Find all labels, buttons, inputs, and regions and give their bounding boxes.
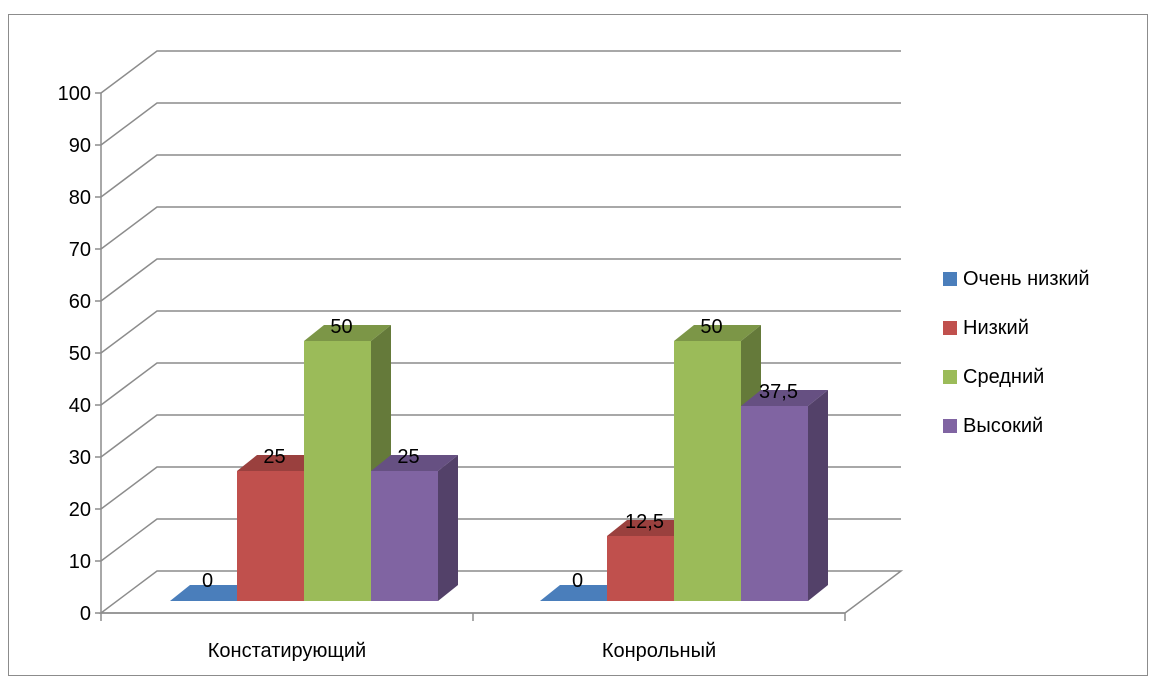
- legend-swatch: [943, 419, 957, 433]
- gridline: [100, 414, 901, 458]
- category-labels: Констатирующий Конрольный: [208, 640, 716, 662]
- legend-label: Очень низкий: [963, 268, 1090, 290]
- gridline: [100, 50, 901, 94]
- data-label: 25: [263, 446, 285, 468]
- bar: [540, 585, 627, 601]
- y-tick-label: 40: [69, 395, 91, 417]
- y-tick-label: 20: [69, 499, 91, 521]
- legend-item: Низкий: [943, 317, 1029, 339]
- gridline: [100, 206, 901, 250]
- bar-front: [741, 406, 808, 601]
- y-tick-label: 70: [69, 239, 91, 261]
- legend-item: Средний: [943, 366, 1044, 388]
- y-tick-label: 30: [69, 447, 91, 469]
- y-tick-label: 60: [69, 291, 91, 313]
- gridline: [100, 154, 901, 198]
- bar-front: [674, 341, 741, 601]
- bar-top: [741, 390, 828, 406]
- data-label: 0: [202, 570, 213, 592]
- legend-label: Низкий: [963, 317, 1029, 339]
- bar-front: [371, 471, 438, 601]
- category-label: Конрольный: [602, 640, 716, 662]
- gridline: [100, 362, 901, 406]
- data-labels: 0 25 50 25 0 12,5 50 37,5: [202, 316, 798, 592]
- bar-front: [304, 341, 371, 601]
- bar-side: [808, 390, 828, 601]
- legend-item: Очень низкий: [943, 268, 1090, 290]
- data-label: 0: [572, 570, 583, 592]
- legend-label: Средний: [963, 366, 1044, 388]
- y-tick-label: 10: [69, 551, 91, 573]
- y-axis-ticks: 0 10 20 30 40 50 60 70 80 90 100: [58, 83, 101, 625]
- gridline: [100, 518, 901, 562]
- gridline: [100, 310, 901, 354]
- bars: [170, 325, 828, 601]
- y-tick-label: 0: [80, 603, 91, 625]
- gridline: [100, 102, 901, 146]
- gridlines: [100, 50, 901, 562]
- y-tick-label: 100: [58, 83, 91, 105]
- legend-item: Высокий: [943, 415, 1043, 437]
- bar-side: [438, 455, 458, 601]
- data-label: 37,5: [759, 381, 798, 403]
- gridline: [100, 258, 901, 302]
- bar-top: [304, 325, 391, 341]
- bar: [371, 455, 458, 601]
- y-tick-label: 80: [69, 187, 91, 209]
- bar-front: [237, 471, 304, 601]
- data-label: 50: [700, 316, 722, 338]
- bar-top: [540, 585, 627, 601]
- data-label: 25: [397, 446, 419, 468]
- bar: [741, 390, 828, 601]
- bar-top: [237, 455, 324, 471]
- y-tick-label: 90: [69, 135, 91, 157]
- bar: [170, 585, 257, 601]
- data-label: 50: [330, 316, 352, 338]
- bar-front: [607, 536, 674, 601]
- legend-label: Высокий: [963, 415, 1043, 437]
- legend-swatch: [943, 321, 957, 335]
- gridline: [100, 466, 901, 510]
- category-label: Констатирующий: [208, 640, 366, 662]
- legend-swatch: [943, 370, 957, 384]
- bar-top: [170, 585, 257, 601]
- y-tick-label: 50: [69, 343, 91, 365]
- chart-frame: [8, 14, 1148, 676]
- bar-top: [674, 325, 761, 341]
- legend: Очень низкий Низкий Средний Высокий: [943, 268, 1090, 437]
- bar-top: [371, 455, 458, 471]
- legend-swatch: [943, 272, 957, 286]
- bar-top: [607, 520, 694, 536]
- data-label: 12,5: [625, 511, 664, 533]
- bar: [304, 325, 391, 601]
